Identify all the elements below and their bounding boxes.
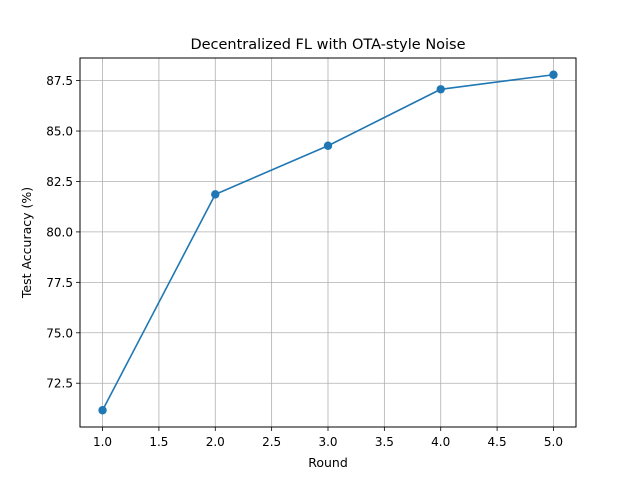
y-tick-label: 82.5 — [46, 175, 73, 189]
y-tick-label: 75.0 — [46, 326, 73, 340]
x-tick-label: 4.0 — [431, 435, 450, 449]
x-tick-label: 1.5 — [149, 435, 168, 449]
x-tick-label: 4.5 — [488, 435, 507, 449]
data-point — [436, 85, 445, 94]
x-tick-label: 1.0 — [93, 435, 112, 449]
x-tick-label: 3.0 — [318, 435, 337, 449]
x-tick-label: 5.0 — [544, 435, 563, 449]
grid — [80, 58, 576, 427]
y-tick-label: 87.5 — [46, 74, 73, 88]
y-tick-label: 80.0 — [46, 225, 73, 239]
data-point — [323, 141, 333, 150]
x-tick-label: 3.5 — [375, 435, 394, 449]
y-tick-label: 72.5 — [46, 377, 73, 391]
y-tick-label: 85.0 — [46, 125, 73, 139]
x-tick-label: 2.0 — [206, 435, 225, 449]
series-layer — [98, 70, 558, 415]
chart-title: Decentralized FL with OTA-style Noise — [190, 37, 465, 53]
data-point — [98, 406, 107, 415]
data-point — [211, 190, 220, 199]
x-axis-ticks: 1.0 1.5 2.0 2.5 3.0 3.5 4.0 4.5 5.0 — [93, 427, 563, 449]
y-axis-ticks: 72.5 75.0 77.5 80.0 82.5 85.0 87.5 — [46, 74, 80, 391]
y-axis-label: Test Accuracy (%) — [19, 187, 34, 299]
y-tick-label: 77.5 — [46, 276, 73, 290]
data-point — [549, 70, 558, 79]
x-tick-label: 2.5 — [262, 435, 281, 449]
x-axis-label: Round — [308, 455, 348, 470]
